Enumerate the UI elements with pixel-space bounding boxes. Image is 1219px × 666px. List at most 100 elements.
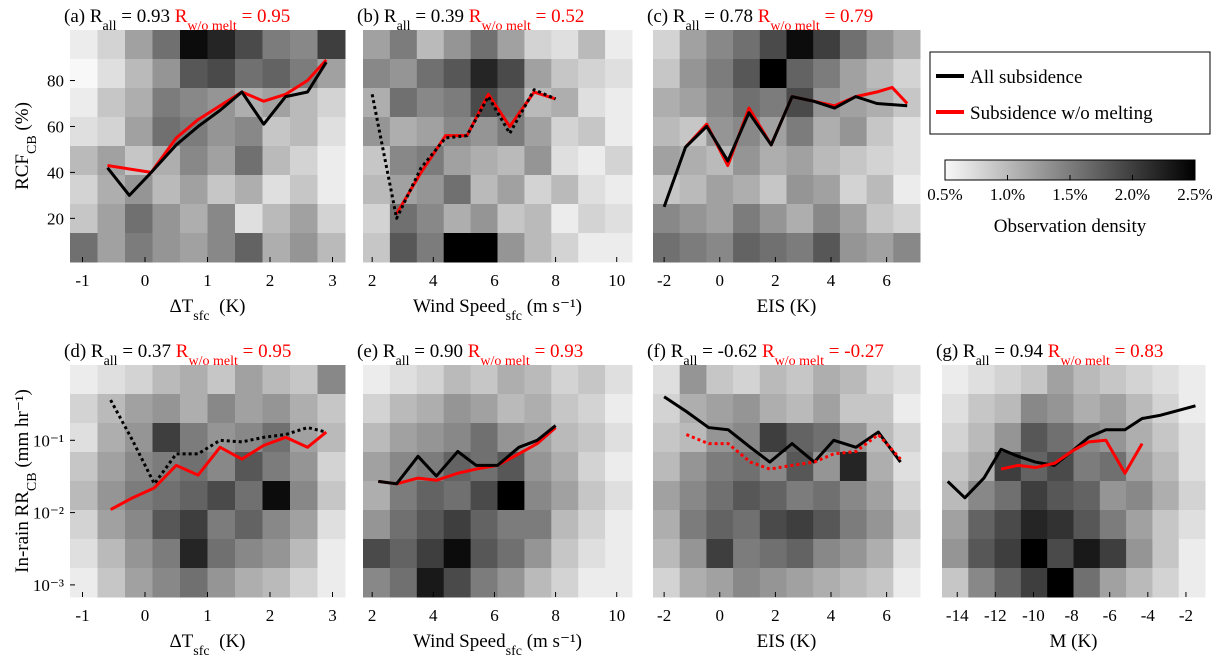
heatmap-cell [839, 568, 868, 598]
panel-title: (d) Rall = 0.37 Rw/o melt = 0.95 [64, 341, 291, 369]
heatmap-cell [180, 30, 208, 60]
heatmap-cell [389, 394, 418, 424]
colorbar-tick-label: 1.5% [1052, 185, 1087, 204]
heatmap-cell [290, 394, 318, 424]
text-part: (d) R [64, 341, 104, 362]
panel-title: (f) Rall = -0.62 Rw/o melt = -0.27 [647, 341, 884, 369]
heatmap-cell [893, 175, 921, 205]
text-part: = 0.79 [820, 6, 873, 27]
heatmap-cell [470, 204, 498, 234]
heatmap-cell [653, 233, 681, 263]
heatmap-cell [786, 233, 814, 263]
heatmap-cell [416, 59, 445, 89]
heatmap-cell [1047, 423, 1074, 453]
heatmap-cell [786, 59, 814, 89]
heatmap-cell [497, 568, 525, 598]
heatmap-cell [290, 452, 318, 482]
text-part: R [468, 341, 481, 362]
heatmap-cell [97, 117, 126, 147]
heatmap-cell [152, 539, 181, 569]
x-axis-label: ΔTsfc (K) [169, 631, 245, 659]
heatmap-cell [578, 423, 606, 453]
heatmap-cell [70, 233, 98, 263]
heatmap-cell [1047, 452, 1074, 482]
heatmap-cell [1152, 539, 1180, 569]
heatmap-cell [443, 568, 472, 598]
heatmap-cell [813, 175, 841, 205]
heatmap-cell [389, 481, 418, 511]
heatmap-cell [866, 30, 894, 60]
heatmap-cell [578, 30, 606, 60]
text-part: CB [25, 135, 40, 154]
heatmap-cell [443, 117, 472, 147]
heatmap-cell [180, 175, 208, 205]
heatmap-cell [733, 539, 761, 569]
heatmap-cell [290, 204, 318, 234]
x-axis-label: Wind Speedsfc (m s⁻¹) [413, 296, 582, 324]
heatmap-cell [679, 204, 707, 234]
heatmap-cell [759, 481, 787, 511]
heatmap-cell [578, 146, 606, 176]
heatmap-cell [968, 423, 996, 453]
heatmap-cell [97, 204, 126, 234]
text-part: = 0.78 [700, 6, 758, 27]
text-part: CB [25, 472, 40, 491]
heatmap-cell [317, 539, 346, 569]
x-tick-label: 6 [490, 271, 499, 290]
heatmap-cell [1126, 481, 1153, 511]
heatmap-cell [389, 117, 418, 147]
heatmap-cell [551, 365, 579, 395]
heatmap-cell [942, 394, 969, 424]
heatmap-cell [942, 568, 969, 598]
heatmap-cell [605, 452, 633, 482]
heatmap-cell [679, 59, 707, 89]
heatmap-cell [262, 59, 291, 89]
heatmap-cell [152, 423, 181, 453]
heatmap-cell [152, 394, 181, 424]
heatmap-cell [653, 59, 681, 89]
heatmap-cell [152, 204, 181, 234]
heatmap-cell [893, 233, 921, 263]
text-part: (g) R [936, 341, 976, 362]
heatmap-cell [994, 481, 1022, 511]
heatmap-cell [653, 510, 681, 540]
heatmap-cell [706, 539, 734, 569]
heatmap-cell [443, 510, 472, 540]
series-line [378, 426, 557, 486]
heatmap-cell [706, 365, 734, 395]
legend-label: Subsidence w/o melting [970, 103, 1153, 124]
heatmap-cell [551, 88, 579, 118]
heatmap-cell [605, 510, 633, 540]
heatmap-cell [759, 88, 787, 118]
heatmap-cell [70, 568, 98, 598]
x-tick-label: 2 [771, 606, 780, 625]
heatmap-cell [262, 539, 291, 569]
heatmap-cell [1020, 510, 1048, 540]
heatmap-cell [70, 30, 98, 60]
heatmap-cell [152, 365, 181, 395]
heatmap-cell [578, 59, 606, 89]
heatmap-cell [97, 59, 126, 89]
heatmap-cell [551, 175, 579, 205]
x-tick-label: -10 [1022, 606, 1045, 625]
heatmap-cell [942, 365, 969, 395]
colorbar-tick-label: 0.5% [927, 185, 962, 204]
heatmap-cell [317, 175, 346, 205]
text-part: Wind Speed [413, 296, 506, 317]
heatmap-cell [443, 204, 472, 234]
heatmap-cell [706, 452, 734, 482]
series-line [378, 424, 557, 486]
heatmap-cell [524, 365, 552, 395]
heatmap-cell [290, 117, 318, 147]
heatmap-cell [994, 539, 1022, 569]
heatmap-cell [653, 30, 681, 60]
panel-title: (b) Rall = 0.39 Rw/o melt = 0.52 [357, 6, 584, 34]
heatmap-cell [813, 30, 841, 60]
heatmap-cell [70, 88, 98, 118]
heatmap-cell [786, 539, 814, 569]
heatmap-cell [524, 481, 552, 511]
heatmap-cell [363, 175, 391, 205]
heatmap-cell [759, 568, 787, 598]
heatmap-cell [317, 204, 346, 234]
heatmap-cell [262, 365, 291, 395]
